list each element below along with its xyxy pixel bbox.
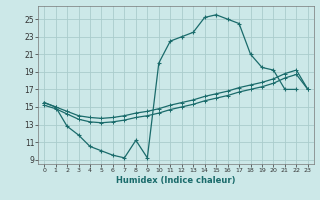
X-axis label: Humidex (Indice chaleur): Humidex (Indice chaleur) — [116, 176, 236, 185]
